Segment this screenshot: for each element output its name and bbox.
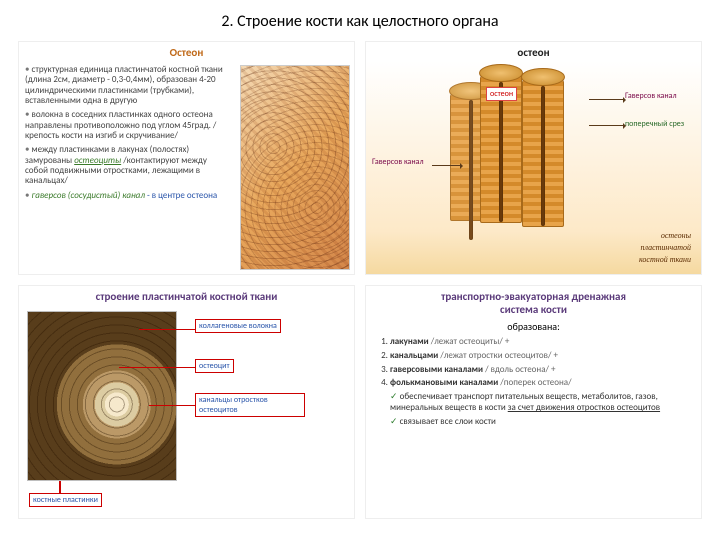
list-item: лакунами /лежат остеоциты/ + bbox=[390, 337, 693, 348]
panels-grid: Остеон структурная единица пластинчатой … bbox=[0, 41, 720, 531]
panel2-caption: костной ткани bbox=[639, 255, 691, 264]
arrow bbox=[589, 99, 625, 100]
panel4-list: лакунами /лежат остеоциты/ + канальцами … bbox=[390, 337, 693, 428]
bullet: структурная единица пластинчатой костной… bbox=[25, 65, 230, 106]
panel1-title: Остеон bbox=[19, 42, 354, 61]
arrow bbox=[589, 125, 625, 126]
panel-osteon-diagram: остеон остеон Гаверсов канал поперечный … bbox=[365, 41, 702, 275]
panel4-body: образована: лакунами /лежат остеоциты/ +… bbox=[366, 318, 701, 437]
panel2-caption: остеоны bbox=[661, 231, 691, 240]
callout-line bbox=[59, 481, 61, 493]
desc: /поперек остеона/ bbox=[500, 377, 571, 388]
panel4-subtitle: система кости bbox=[366, 303, 701, 316]
panel4-formed: образована: bbox=[374, 320, 693, 333]
bullet: гаверсов (сосудистый) канал - в центре о… bbox=[25, 191, 230, 201]
panel2-title: остеон bbox=[366, 42, 701, 61]
term: фолькмановыми каналами bbox=[390, 377, 498, 388]
bullet: волокна в соседних пластинках одного ост… bbox=[25, 110, 230, 141]
term: лакунами bbox=[390, 336, 429, 347]
panel3-body: коллагеновые волокна остеоцит канальцы о… bbox=[19, 305, 354, 518]
panel-drainage-system: транспортно-эвакуаторная дренажная систе… bbox=[365, 285, 702, 519]
arrow bbox=[432, 165, 462, 166]
slide-title: 2. Строение кости как целостного органа bbox=[0, 0, 720, 41]
panel2-caption: пластинчатой bbox=[641, 243, 691, 252]
panel3-title: строение пластинчатой костной ткани bbox=[19, 286, 354, 305]
bullet: между пластинками в лакунах (полостях) з… bbox=[25, 145, 230, 186]
panel3-illustration bbox=[27, 311, 177, 481]
bullet-italic: остеоциты bbox=[74, 155, 121, 166]
panel2-label-r2: поперечный срез bbox=[625, 119, 695, 129]
callout: коллагеновые волокна bbox=[195, 319, 281, 333]
list-item: гаверсовыми каналами / вдоль остеона/ + bbox=[390, 365, 693, 376]
bullet-italic: гаверсов (сосудистый) канал bbox=[32, 190, 145, 201]
desc: / вдоль остеона/ + bbox=[485, 364, 555, 375]
panel-osteon-text: Остеон структурная единица пластинчатой … bbox=[18, 41, 355, 275]
check-item: обеспечивает транспорт питательных вещес… bbox=[376, 392, 693, 414]
callout-line bbox=[119, 367, 195, 368]
bullet-blue: - в центре остеона bbox=[147, 190, 217, 201]
term: гаверсовыми каналами bbox=[390, 364, 483, 375]
panel2-body: остеон Гаверсов канал поперечный срез Га… bbox=[366, 61, 701, 274]
panel4-title: транспортно-эвакуаторная дренажная bbox=[366, 286, 701, 303]
cylinder bbox=[522, 77, 564, 227]
callout-line bbox=[139, 329, 195, 330]
callout: остеоцит bbox=[195, 359, 234, 373]
panel-lamellar-structure: строение пластинчатой костной ткани колл… bbox=[18, 285, 355, 519]
callout-line bbox=[149, 405, 195, 406]
term: канальцами bbox=[390, 350, 438, 361]
desc: /лежат остеоциты/ + bbox=[431, 336, 510, 347]
list-item: канальцами /лежат отростки остеоцитов/ + bbox=[390, 351, 693, 362]
panel2-red-label: остеон bbox=[486, 87, 517, 101]
callout: костные пластинки bbox=[29, 493, 102, 507]
panel1-text: структурная единица пластинчатой костной… bbox=[19, 61, 236, 274]
check-underline: за счет движения отростков остеоцитов bbox=[508, 402, 660, 413]
desc: /лежат отростки остеоцитов/ + bbox=[440, 350, 558, 361]
check-item: связывает все слои кости bbox=[376, 417, 693, 428]
callout: канальцы отростков остеоцитов bbox=[195, 393, 305, 417]
panel1-illustration bbox=[240, 65, 350, 270]
list-item: фолькмановыми каналами /поперек остеона/ bbox=[390, 378, 693, 389]
panel1-body: структурная единица пластинчатой костной… bbox=[19, 61, 354, 274]
panel2-label-r1: Гаверсов канал bbox=[625, 91, 695, 101]
panel2-label-l: Гаверсов канал bbox=[372, 157, 432, 167]
